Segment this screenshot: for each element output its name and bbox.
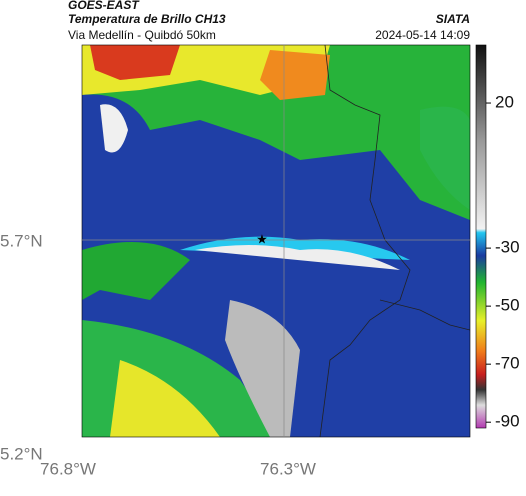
agency: SIATA — [436, 12, 470, 26]
map-field — [82, 45, 470, 437]
colorbar-tick-label: 20 — [495, 93, 514, 112]
region: Via Medellín - Quibdó 50km — [68, 28, 216, 42]
lon-label: 76.3°W — [260, 459, 316, 478]
timestamp: 2024-05-14 14:09 — [375, 28, 470, 42]
colorbar-tick-label: -50 — [495, 296, 520, 315]
colorbar-tick-label: -30 — [495, 238, 520, 257]
lat-label: 5.2°N — [0, 444, 43, 463]
product: Temperatura de Brillo CH13 — [68, 12, 226, 26]
lat-label: 5.7°N — [0, 231, 43, 250]
colorbar-tick-label: -90 — [495, 412, 520, 431]
satellite: GOES-EAST — [68, 0, 140, 12]
station-star: ★ — [256, 231, 268, 246]
colorbar-tick-label: -70 — [495, 354, 520, 373]
colorbar — [475, 44, 487, 429]
map-frame — [81, 44, 471, 438]
lon-label: 76.8°W — [40, 459, 96, 478]
